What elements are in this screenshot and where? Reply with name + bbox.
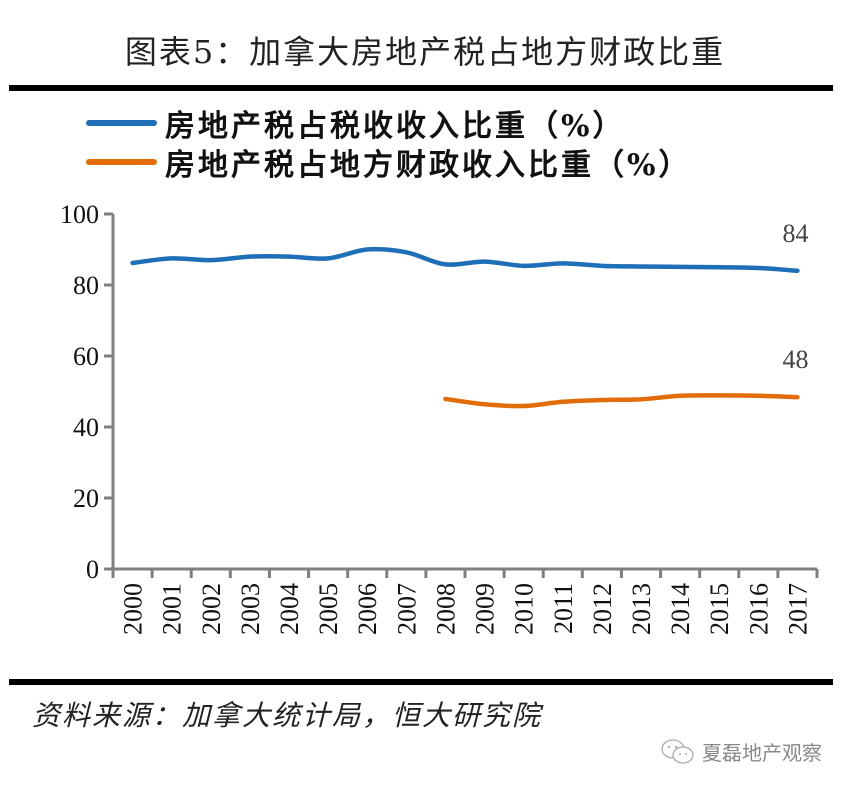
source-note: 资料来源：加拿大统计局，恒大研究院 [32, 699, 543, 732]
x-tick-label: 2016 [744, 583, 773, 635]
line-chart: 0 20 40 60 80 100 2000 2001 2002 2003 2004 2005 2006… [60, 200, 819, 635]
y-tick-label: 80 [73, 271, 99, 300]
series-line-0 [130, 246, 800, 274]
watermark-text: 夏磊地产观察 [702, 741, 822, 765]
x-tick-label: 2003 [236, 583, 265, 635]
x-tick-label: 2006 [353, 583, 382, 635]
x-tick-label: 2010 [510, 583, 539, 635]
data-label-end: 48 [782, 345, 808, 374]
data-label-end: 84 [782, 219, 808, 248]
series-line-1 [443, 393, 800, 409]
x-tick-label: 2013 [627, 583, 656, 635]
x-tick-label: 2004 [275, 583, 304, 635]
x-tick-label: 2005 [314, 583, 343, 635]
y-tick-label: 0 [86, 555, 99, 584]
x-tick-label: 2014 [666, 583, 695, 635]
wechat-icon [661, 738, 694, 764]
x-tick-label: 2011 [549, 583, 578, 634]
legend-label-local-revenue-share: 房地产税占地方财政收入比重（%） [165, 147, 692, 183]
legend: 房地产税占税收收入比重（%） 房地产税占地方财政收入比重（%） [86, 103, 692, 183]
legend-item-local-revenue-share: 房地产税占地方财政收入比重（%） [86, 142, 692, 183]
y-tick-label: 60 [73, 342, 99, 371]
x-tick-label: 2009 [471, 583, 500, 635]
legend-item-tax-share: 房地产税占税收收入比重（%） [86, 103, 692, 144]
y-tick-label: 100 [60, 200, 99, 229]
x-tick-label: 2001 [158, 583, 187, 635]
x-tick-label: 2017 [783, 583, 812, 635]
x-tick-label: 2012 [588, 583, 617, 635]
y-tick-label: 20 [73, 484, 99, 513]
legend-label-tax-share: 房地产税占税收收入比重（%） [165, 108, 626, 144]
legend-swatch-tax-share [86, 119, 157, 126]
title-divider [9, 85, 833, 91]
source-divider [9, 679, 833, 685]
x-tick-label: 2015 [705, 583, 734, 635]
chart-title: 图表5：加拿大房地产税占地方财政比重 [124, 33, 726, 71]
x-tick-label: 2007 [392, 583, 421, 635]
watermark: 夏磊地产观察 [660, 737, 822, 766]
legend-swatch-local-revenue-share [86, 158, 157, 165]
x-tick-label: 2002 [197, 583, 226, 635]
y-tick-label: 40 [73, 413, 99, 442]
x-tick-label: 2008 [431, 583, 460, 635]
x-tick-label: 2000 [119, 583, 148, 635]
